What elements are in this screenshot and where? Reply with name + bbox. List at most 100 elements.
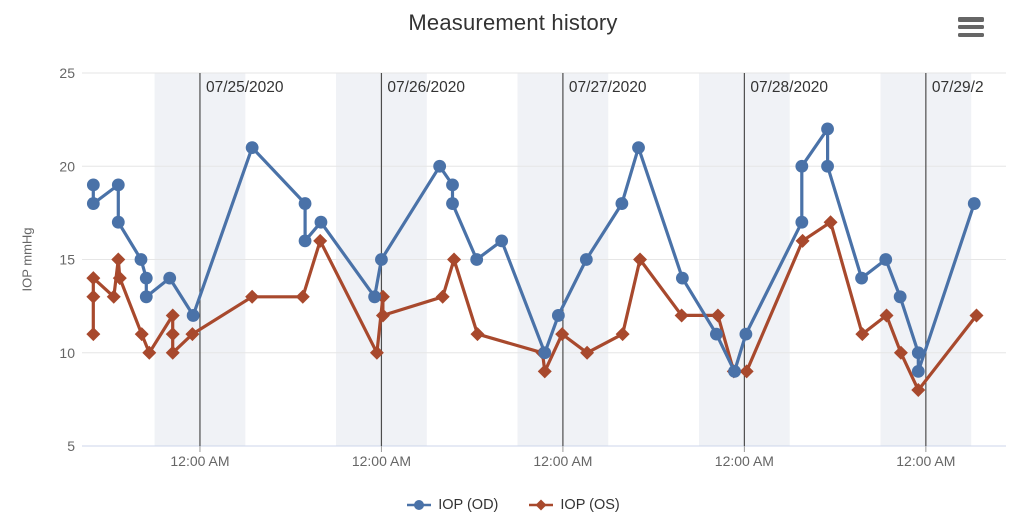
- x-tick-label: 12:00 AM: [352, 453, 411, 469]
- data-point-od[interactable]: [86, 197, 100, 210]
- data-point-os[interactable]: [134, 327, 149, 342]
- data-point-od[interactable]: [911, 346, 925, 360]
- data-point-od[interactable]: [709, 327, 723, 341]
- data-point-od[interactable]: [245, 141, 259, 155]
- y-tick-label: 5: [67, 438, 75, 454]
- data-point-os[interactable]: [969, 308, 984, 323]
- data-point-od[interactable]: [111, 215, 125, 229]
- x-tick-label: 12:00 AM: [896, 453, 955, 469]
- data-point-os[interactable]: [580, 345, 595, 360]
- x-tick-label: 12:00 AM: [170, 453, 229, 469]
- data-point-od[interactable]: [495, 234, 509, 248]
- chart-title: Measurement history: [408, 10, 618, 35]
- data-point-os[interactable]: [823, 215, 838, 230]
- data-point-os[interactable]: [893, 345, 908, 360]
- legend-label-od: IOP (OD): [438, 497, 499, 513]
- data-point-os[interactable]: [633, 252, 648, 267]
- data-point-os[interactable]: [86, 289, 101, 304]
- data-point-os[interactable]: [879, 308, 894, 323]
- date-label: 07/26/2020: [387, 79, 465, 96]
- data-point-od[interactable]: [967, 197, 981, 210]
- data-point-od[interactable]: [446, 178, 459, 192]
- data-point-od[interactable]: [911, 365, 925, 378]
- data-point-od[interactable]: [368, 290, 382, 304]
- data-point-os[interactable]: [739, 364, 754, 379]
- data-point-os[interactable]: [165, 345, 180, 360]
- x-tick-label: 12:00 AM: [715, 453, 774, 469]
- date-label: 07/27/2020: [569, 79, 647, 96]
- data-point-od[interactable]: [470, 253, 484, 266]
- data-point-os[interactable]: [555, 327, 570, 342]
- data-point-os[interactable]: [470, 327, 485, 342]
- data-point-os[interactable]: [86, 327, 101, 342]
- data-point-od[interactable]: [433, 159, 447, 173]
- data-point-os[interactable]: [674, 308, 689, 323]
- data-point-od[interactable]: [821, 159, 834, 173]
- data-point-od[interactable]: [728, 365, 741, 378]
- data-point-od[interactable]: [579, 253, 593, 266]
- data-point-od[interactable]: [139, 290, 153, 304]
- data-point-os[interactable]: [165, 308, 180, 323]
- date-label: 07/28/2020: [750, 79, 828, 96]
- data-point-os[interactable]: [313, 233, 328, 248]
- y-tick-label: 20: [59, 158, 75, 174]
- legend-item-iop-os[interactable]: IOP (OS): [528, 497, 620, 513]
- data-point-os[interactable]: [112, 271, 127, 286]
- data-point-os[interactable]: [185, 327, 200, 342]
- y-tick-label: 10: [59, 345, 75, 361]
- data-point-os[interactable]: [710, 308, 725, 323]
- legend: IOP (OD) IOP (OS): [0, 497, 1026, 513]
- data-point-od[interactable]: [855, 271, 868, 285]
- data-point-od[interactable]: [879, 253, 893, 266]
- data-point-os[interactable]: [245, 289, 260, 304]
- hamburger-menu-icon[interactable]: [956, 15, 986, 39]
- data-point-od[interactable]: [111, 178, 125, 192]
- data-point-od[interactable]: [821, 122, 834, 136]
- data-point-od[interactable]: [134, 253, 148, 266]
- data-point-od[interactable]: [795, 215, 809, 229]
- data-point-os[interactable]: [106, 289, 121, 304]
- data-point-os[interactable]: [615, 327, 630, 342]
- data-point-od[interactable]: [739, 327, 753, 341]
- os-series-marker-icon: [529, 499, 554, 511]
- data-point-od[interactable]: [615, 197, 629, 210]
- x-tick-label: 12:00 AM: [533, 453, 592, 469]
- legend-item-iop-od[interactable]: IOP (OD): [406, 497, 498, 513]
- data-point-os[interactable]: [295, 289, 310, 304]
- data-point-od[interactable]: [632, 141, 645, 155]
- data-point-od[interactable]: [139, 271, 153, 285]
- data-point-od[interactable]: [375, 253, 388, 266]
- data-point-os[interactable]: [447, 252, 462, 267]
- data-point-os[interactable]: [369, 345, 384, 360]
- data-point-os[interactable]: [165, 327, 180, 342]
- data-point-os[interactable]: [86, 271, 101, 286]
- data-point-os[interactable]: [435, 289, 450, 304]
- data-point-os[interactable]: [911, 383, 926, 398]
- y-tick-label: 25: [59, 65, 75, 81]
- data-point-od[interactable]: [675, 271, 689, 285]
- data-point-os[interactable]: [795, 233, 810, 248]
- data-point-os[interactable]: [855, 327, 870, 342]
- data-point-od[interactable]: [446, 197, 459, 210]
- data-point-od[interactable]: [86, 178, 100, 192]
- od-series-marker-icon: [407, 500, 432, 510]
- legend-label-os: IOP (OS): [560, 497, 620, 513]
- data-point-os[interactable]: [375, 308, 390, 323]
- data-point-od[interactable]: [186, 309, 200, 322]
- data-point-od[interactable]: [795, 159, 809, 173]
- date-label: 07/29/2: [932, 79, 984, 96]
- data-point-od[interactable]: [298, 234, 312, 248]
- y-tick-label: 15: [59, 252, 75, 268]
- data-point-od[interactable]: [314, 215, 328, 229]
- data-point-os[interactable]: [537, 364, 552, 379]
- data-point-os[interactable]: [142, 345, 157, 360]
- data-point-os[interactable]: [111, 252, 126, 267]
- data-point-od[interactable]: [538, 346, 552, 360]
- data-point-od[interactable]: [163, 271, 177, 285]
- data-point-od[interactable]: [298, 197, 312, 210]
- data-point-od[interactable]: [551, 309, 565, 322]
- data-point-od[interactable]: [893, 290, 907, 304]
- date-label: 07/25/2020: [206, 79, 284, 96]
